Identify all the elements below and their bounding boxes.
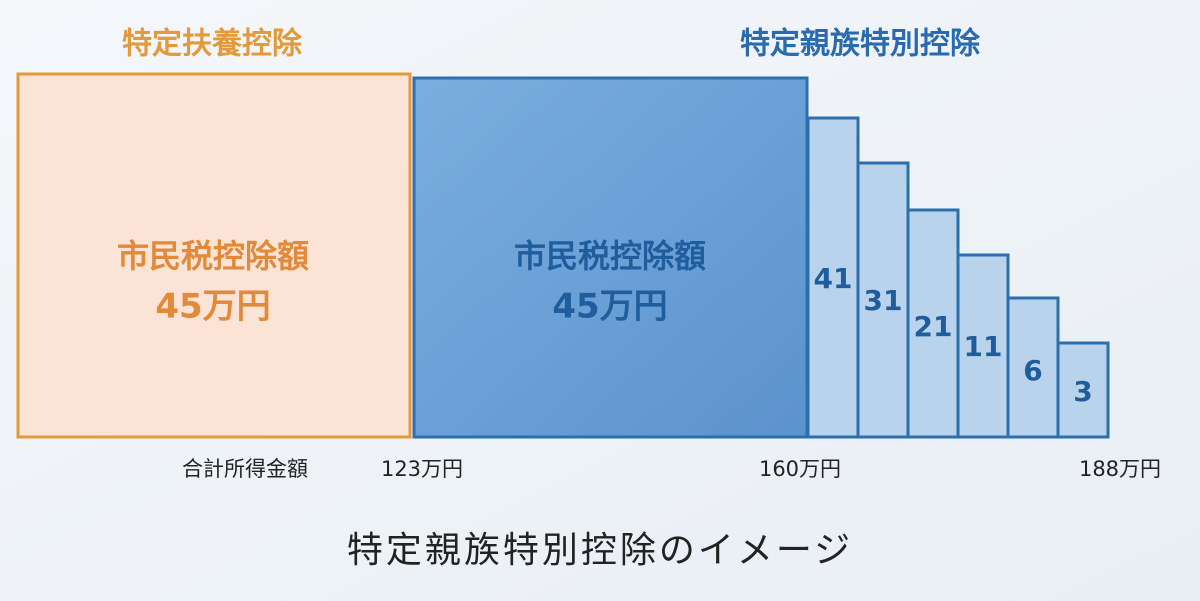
step xyxy=(856,161,910,439)
right-title: 特定親族特別控除 xyxy=(740,27,981,62)
left-label: 市民税控除額 xyxy=(117,237,309,275)
axis-tick: 160万円 xyxy=(759,457,841,481)
step-label: 6 xyxy=(1023,354,1042,387)
step xyxy=(1056,341,1110,439)
step xyxy=(1006,296,1060,439)
step xyxy=(806,116,860,439)
step-label: 11 xyxy=(964,330,1003,363)
step-label: 21 xyxy=(914,310,953,343)
step xyxy=(906,208,960,439)
steps: 41 31 21 11 63 xyxy=(806,116,1110,439)
right-label: 市民税控除額 xyxy=(514,237,706,275)
step xyxy=(956,253,1010,439)
axis-tick: 123万円 xyxy=(381,457,463,481)
right-amount: 45万円 xyxy=(552,287,667,327)
axis-label: 合計所得金額 xyxy=(182,457,308,481)
step-label: 3 xyxy=(1073,375,1092,408)
left-title: 特定扶養控除 xyxy=(122,27,303,62)
right-box xyxy=(412,76,809,439)
left-box xyxy=(16,72,412,439)
axis-tick: 188万円 xyxy=(1079,457,1161,481)
caption: 特定親族特別控除のイメージ xyxy=(347,530,853,571)
step-label: 31 xyxy=(864,284,903,317)
left-amount: 45万円 xyxy=(155,287,270,327)
step-label: 41 xyxy=(814,262,853,295)
